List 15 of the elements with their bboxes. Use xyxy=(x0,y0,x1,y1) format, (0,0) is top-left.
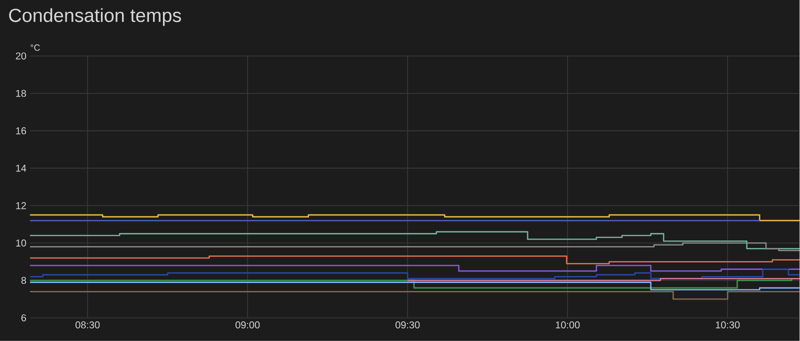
y-tick-label: 8 xyxy=(21,276,26,284)
x-tick-label: 09:00 xyxy=(236,321,260,328)
x-tick-label: 08:30 xyxy=(76,321,100,328)
y-tick-label: 18 xyxy=(16,90,26,97)
y-tick-label: 10 xyxy=(16,240,26,247)
y-tick-label: 12 xyxy=(16,202,26,210)
y-tick-label: 6 xyxy=(21,314,26,322)
y-tick-label: 14 xyxy=(16,164,26,172)
y-tick-label: 20 xyxy=(16,52,26,60)
x-tick-label: 09:30 xyxy=(396,321,420,328)
y-axis-title: °C xyxy=(30,44,40,51)
chart-title: Condensation temps xyxy=(9,8,182,26)
y-tick-label: 16 xyxy=(16,127,26,134)
x-tick-label: 10:30 xyxy=(716,321,740,328)
x-tick-label: 10:00 xyxy=(556,321,580,328)
